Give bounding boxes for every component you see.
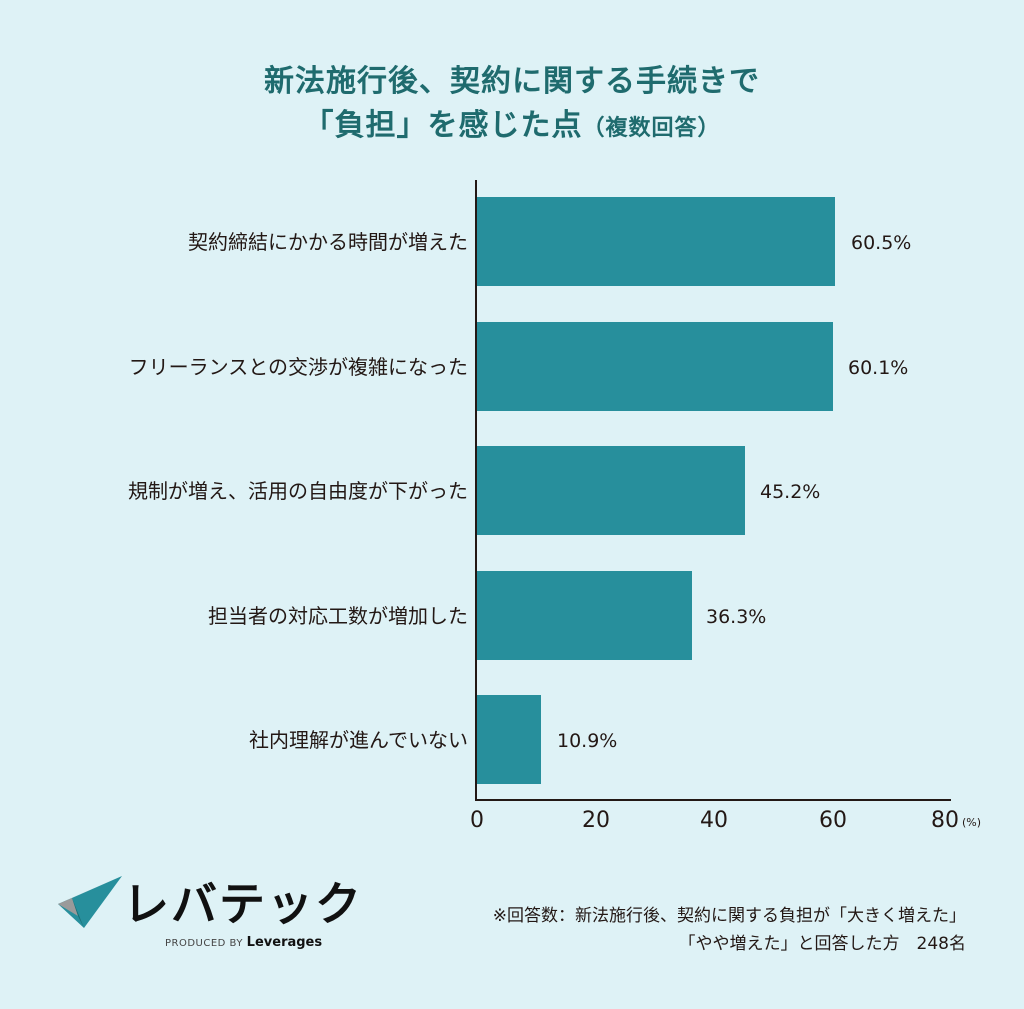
chart-title-line1: 新法施行後、契約に関する手続きで <box>264 64 760 99</box>
bar-2 <box>477 446 745 535</box>
category-label: 社内理解が進んでいない <box>249 728 468 752</box>
x-tick: 80 <box>931 808 959 833</box>
category-label: 規制が増え、活用の自由度が下がった <box>128 479 468 503</box>
category-label: フリーランスとの交渉が複雑になった <box>128 355 468 379</box>
levtech-logo-icon <box>58 876 122 928</box>
footnote-line1: ※回答数：新法施行後、契約に関する負担が「大きく増えた」 <box>492 906 966 926</box>
x-axis-line <box>475 799 951 801</box>
category-label: 契約締結にかかる時間が増えた <box>188 230 468 254</box>
produced-by: PRODUCED BY Leverages <box>165 935 323 950</box>
value-label: 36.3% <box>706 606 767 628</box>
footnote-line2: 「やや増えた」と回答した方 248名 <box>678 934 966 954</box>
bar-0 <box>477 197 835 286</box>
brand-name: レバテック <box>123 877 363 931</box>
chart-title-main: 「負担」を感じた点 <box>303 108 583 143</box>
value-label: 60.5% <box>851 232 912 254</box>
value-label: 10.9% <box>557 730 618 752</box>
value-label: 60.1% <box>848 357 909 379</box>
x-tick: 60 <box>819 808 847 833</box>
x-axis-unit: (%) <box>962 816 982 829</box>
x-tick: 20 <box>582 808 610 833</box>
bar-1 <box>477 322 833 411</box>
x-tick: 0 <box>470 808 484 833</box>
company-name: Leverages <box>246 935 323 950</box>
bar-4 <box>477 695 541 784</box>
x-tick: 40 <box>700 808 728 833</box>
chart-title-sub: （複数回答） <box>582 116 721 141</box>
bar-3 <box>477 571 692 660</box>
y-axis-line <box>475 180 477 800</box>
value-label: 45.2% <box>760 481 821 503</box>
category-label: 担当者の対応工数が増加した <box>208 604 468 628</box>
chart-title-line2: 「負担」を感じた点（複数回答） <box>0 100 1024 144</box>
